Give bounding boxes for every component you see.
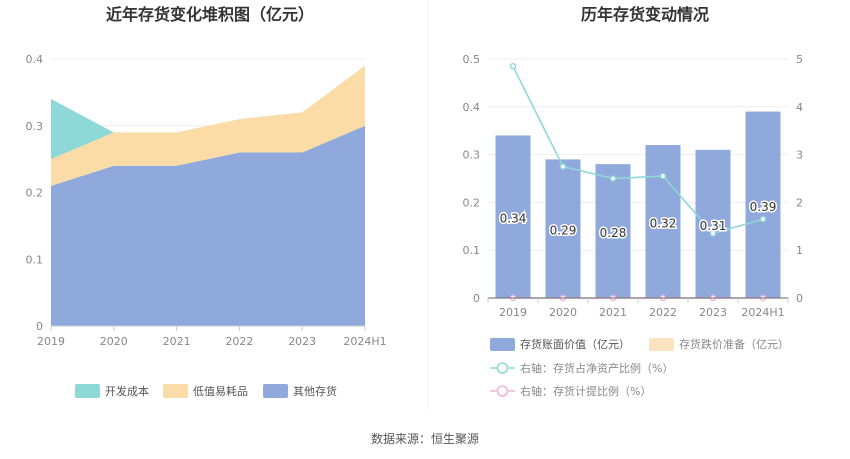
right-y-tick-label: 0.1 [463,244,481,257]
left-legend-swatch [163,384,188,398]
inventory-net-asset-ratio-line-point [509,62,517,70]
right-y-tick-label: 0 [473,292,480,305]
right-legend-label: 右轴：存货计提比例（%） [520,384,651,398]
right-y2-tick-label: 0 [796,292,803,305]
inventory-value-bar [645,145,681,298]
inventory-value-label: 0.29 [550,224,577,238]
left-chart-areas [51,65,365,326]
left-y-tick-label: 0.4 [26,53,44,66]
inventory-value-label: 0.28 [600,226,627,240]
right-x-tick-label: 2023 [699,306,727,319]
left-area-other-inventory [51,125,365,326]
inventory-net-asset-ratio-line-point [709,230,717,237]
right-y-tick-label: 0.3 [463,149,481,162]
inventory-value-bar [595,164,631,298]
right-chart-legend: 存货账面价值（亿元） 存货跌价准备（亿元） 右轴：存货占净资产比例（%） 右轴：存货计… [490,337,789,398]
left-chart-title: 近年存货变化堆积图（亿元） [106,5,314,24]
left-area-low-value-consumables [51,65,365,186]
inventory-net-asset-ratio-line-point [759,215,767,223]
right-legend-swatch-provision [649,338,674,351]
right-legend-label: 存货跌价准备（亿元） [679,337,789,351]
right-y2-tick-label: 3 [796,149,803,162]
right-x-tick-label: 2021 [599,306,627,319]
right-legend-line-marker [496,385,509,397]
inventory-net-asset-ratio-line-point [559,163,567,170]
left-x-tick-label: 2023 [288,335,316,348]
right-y2-tick-label: 1 [796,244,803,257]
left-x-tick-label: 2020 [100,335,128,348]
inventory-value-bar [545,159,581,298]
left-x-tick-label: 2019 [37,335,65,348]
source-text: 数据来源：恒生聚源 [371,431,479,446]
left-chart-axes: 2019 2020 2021 2022 2023 2024H1 [37,325,387,348]
inventory-value-label: 0.39 [750,200,777,214]
right-legend-label: 右轴：存货占净资产比例（%） [520,361,673,375]
inventory-net-asset-ratio-line [512,65,764,235]
right-y-tick-label: 0.5 [463,53,481,66]
right-x-tick-label: 2019 [499,306,527,319]
right-chart-title: 历年存货变动情况 [581,5,709,24]
inventory-value-label: 0.34 [500,212,527,226]
left-legend-label: 其他存货 [293,384,337,398]
right-legend-swatch-value [490,338,515,351]
inventory-value-label: 0.32 [650,217,677,231]
inventory-value-bar [495,135,531,298]
left-y-tick-label: 0.1 [26,253,44,266]
right-y2-tick-label: 2 [796,196,803,209]
left-chart-legend: 开发成本 低值易耗品 其他存货 [75,384,337,398]
left-x-tick-label: 2021 [163,335,191,348]
left-y-tick-label: 0.2 [26,187,44,200]
left-legend-label: 开发成本 [105,384,149,398]
left-legend-swatch [263,384,288,398]
left-x-tick-label: 2022 [225,335,253,348]
inventory-value-label: 0.31 [700,219,727,233]
inventory-value-bar [695,149,731,298]
right-chart-bars [495,111,781,298]
inventory-value-bar [745,111,781,298]
right-chart-axes: 2019 2020 2021 2022 2023 2024H1 [487,297,789,319]
left-legend-label: 低值易耗品 [193,385,248,398]
inventory-net-asset-ratio-line-point [609,175,617,182]
right-y2-tick-label: 5 [796,53,803,66]
left-y-tick-label: 0.3 [26,120,44,133]
right-x-tick-label: 2024H1 [741,306,784,319]
right-y-tick-label: 0.4 [463,101,481,114]
right-chart-grid: 0 0.1 0.2 0.3 0.4 0.5 0 1 2 3 4 5 [463,53,804,305]
left-x-tick-label: 2024H1 [343,335,386,348]
right-legend-line-marker [496,362,509,374]
right-y-tick-label: 0.2 [463,196,481,209]
right-x-tick-label: 2022 [649,306,677,319]
right-legend-label: 存货账面价值（亿元） [520,337,630,351]
right-chart-lines: 0.34 0.29 0.28 0.32 0.31 0.39 [498,62,778,302]
right-y2-tick-label: 4 [796,101,803,114]
left-y-tick-label: 0 [36,320,43,333]
inventory-net-asset-ratio-line-point [659,172,667,180]
right-x-tick-label: 2020 [549,306,577,319]
left-legend-swatch [75,384,100,398]
